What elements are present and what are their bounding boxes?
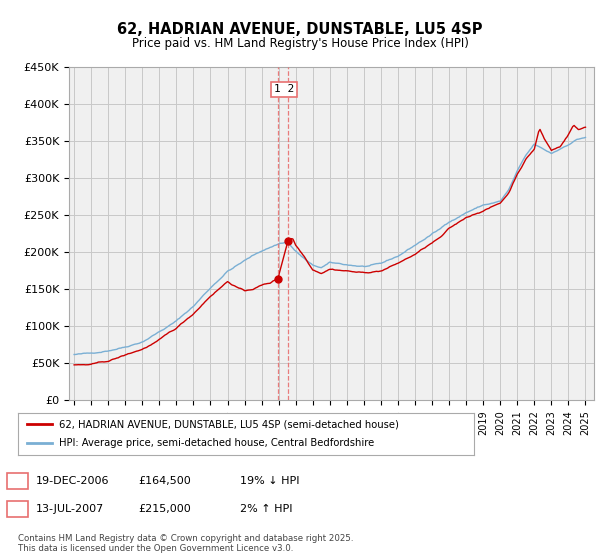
Text: HPI: Average price, semi-detached house, Central Bedfordshire: HPI: Average price, semi-detached house,…: [59, 438, 374, 449]
Text: 62, HADRIAN AVENUE, DUNSTABLE, LU5 4SP: 62, HADRIAN AVENUE, DUNSTABLE, LU5 4SP: [117, 22, 483, 38]
Text: 2% ↑ HPI: 2% ↑ HPI: [240, 504, 293, 514]
Text: Contains HM Land Registry data © Crown copyright and database right 2025.
This d: Contains HM Land Registry data © Crown c…: [18, 534, 353, 553]
Text: 1: 1: [14, 476, 21, 486]
Text: £164,500: £164,500: [138, 476, 191, 486]
Text: £215,000: £215,000: [138, 504, 191, 514]
Text: 19% ↓ HPI: 19% ↓ HPI: [240, 476, 299, 486]
Text: 2: 2: [14, 504, 21, 514]
Text: 19-DEC-2006: 19-DEC-2006: [36, 476, 110, 486]
Text: Price paid vs. HM Land Registry's House Price Index (HPI): Price paid vs. HM Land Registry's House …: [131, 37, 469, 50]
Text: 13-JUL-2007: 13-JUL-2007: [36, 504, 104, 514]
Text: 1 2: 1 2: [274, 85, 294, 95]
Text: 62, HADRIAN AVENUE, DUNSTABLE, LU5 4SP (semi-detached house): 62, HADRIAN AVENUE, DUNSTABLE, LU5 4SP (…: [59, 419, 399, 429]
